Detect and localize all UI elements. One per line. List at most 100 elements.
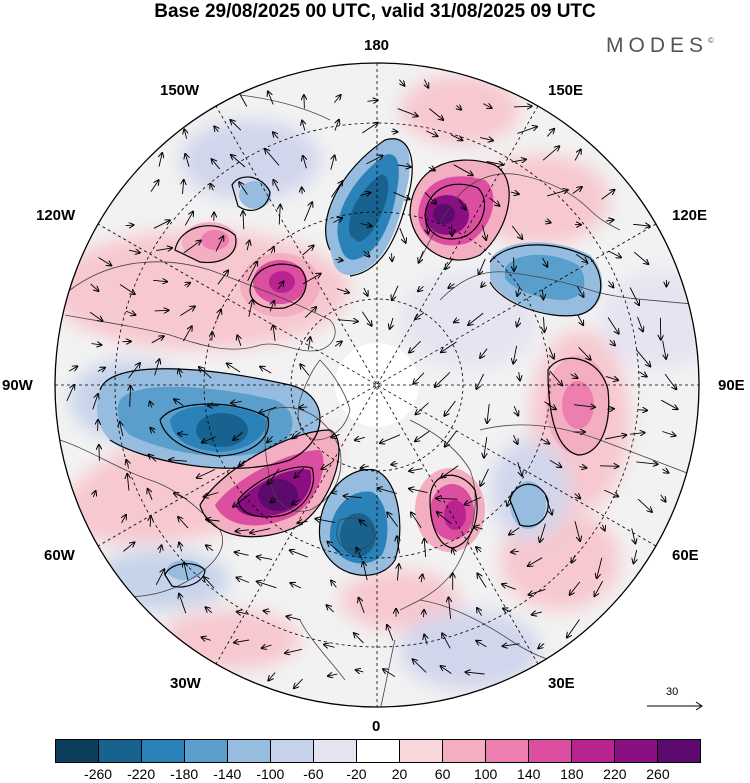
wind-vector-arrow [576, 286, 583, 297]
wind-vector-arrow [334, 342, 342, 347]
wind-vector-arrow [292, 499, 301, 504]
wind-vector-arrow [89, 311, 102, 321]
wind-vector-arrow [334, 95, 340, 103]
wind-vector-arrow [607, 317, 619, 334]
wind-vector-arrow [510, 192, 519, 194]
wind-vector-arrow [202, 436, 216, 443]
wind-vector-arrow [287, 616, 301, 619]
wind-vector-arrow [303, 202, 312, 222]
wind-vector-arrow [511, 225, 522, 239]
wind-vector-arrow [231, 155, 246, 168]
wind-vector-arrow [290, 583, 301, 589]
colorbar-swatch [571, 740, 614, 762]
wind-vector-arrow [454, 320, 459, 323]
wind-vector-arrow [574, 150, 581, 161]
wind-vector-arrow [662, 469, 668, 473]
wind-vector-arrow [180, 306, 195, 316]
wind-vector-arrow [233, 493, 251, 507]
wind-vector-arrow [411, 512, 422, 528]
wind-vector-arrow [380, 434, 401, 443]
wind-vector-arrow [199, 367, 212, 379]
wind-vector-arrow [466, 672, 485, 674]
wind-vector-arrow [436, 498, 458, 499]
wind-vector-arrow [215, 236, 223, 252]
wind-vector-arrow [331, 581, 337, 588]
wind-vector-arrow [549, 370, 563, 386]
vector-scale: 30 [646, 686, 704, 716]
wind-vector-arrow [547, 190, 568, 197]
wind-vector-arrow [517, 286, 520, 296]
colorbar-tick-label: -140 [213, 766, 242, 782]
wind-vector-arrow [233, 432, 243, 441]
wind-vector-arrow [250, 528, 271, 533]
wind-vector-arrow [416, 402, 429, 415]
wind-vector-arrow [259, 406, 277, 413]
wind-vector-arrow [184, 212, 193, 226]
wind-vector-arrow [444, 400, 456, 416]
wind-vector-arrow [294, 678, 303, 688]
wind-vector-arrow [361, 311, 371, 326]
wind-vector-arrow [567, 619, 580, 638]
wind-vector-arrow [453, 164, 473, 176]
vector-scale-label: 30 [666, 686, 679, 698]
wind-vector-arrow [169, 460, 187, 461]
wind-vector-arrow [544, 221, 551, 223]
wind-vector-arrow [637, 498, 652, 512]
wind-vector-arrow [634, 549, 637, 563]
wind-vector-arrow [93, 491, 95, 498]
wind-vector-arrow [502, 584, 516, 590]
colorbar-tick-label: -100 [256, 766, 285, 782]
wind-vector-arrow [183, 326, 191, 342]
wind-vector-arrow [183, 180, 184, 195]
wind-vector-arrow [285, 648, 303, 653]
wind-vector-arrow [90, 283, 99, 291]
wind-vector-arrow [604, 489, 618, 496]
wind-vector-arrow [156, 248, 172, 251]
lon-label-90w: 90W [2, 377, 33, 394]
wind-vector-arrow [197, 469, 216, 478]
wind-vector-arrow [153, 220, 170, 229]
wind-vector-arrow [421, 574, 422, 583]
wind-vector-arrow [236, 530, 250, 532]
wind-vector-arrow [597, 557, 603, 578]
wind-vector-arrow [270, 301, 274, 312]
wind-vector-arrow [359, 598, 365, 614]
wind-vector-arrow [273, 132, 279, 139]
wind-vector-arrow [360, 224, 372, 227]
wind-vector-arrow [268, 468, 280, 484]
wind-vector-arrow [257, 557, 273, 560]
wind-vector-arrow [570, 374, 578, 378]
wind-vector-arrow [302, 246, 314, 256]
wind-vector-arrow [248, 300, 253, 317]
colorbar-swatch [485, 740, 528, 762]
wind-vector-arrow [540, 438, 549, 444]
colorbar-swatch [141, 740, 184, 762]
wind-vector-arrow [335, 120, 339, 131]
wind-vector-arrow [271, 247, 274, 254]
wind-vector-arrow [392, 253, 393, 261]
polar-cap [335, 343, 419, 427]
wind-vector-arrow [503, 644, 520, 647]
wind-vector-arrow [594, 580, 603, 596]
wind-vector-arrow [247, 262, 258, 281]
polar-stereographic-map [54, 62, 700, 708]
wind-vector-arrow [315, 519, 336, 524]
wind-vector-arrow [239, 182, 248, 195]
wind-vector-arrow [445, 430, 458, 447]
wind-vector-arrow [234, 640, 250, 643]
wind-vector-arrow [304, 95, 305, 109]
colorbar-swatch [313, 740, 356, 762]
wind-vector-arrow [360, 193, 370, 196]
wind-vector-arrow [418, 286, 424, 291]
wind-vector-arrow [579, 467, 586, 468]
wind-vector-arrow [127, 474, 129, 491]
colorbar-swatch [657, 740, 700, 762]
wind-vector-arrow [302, 121, 305, 131]
wind-vector-arrow [600, 466, 618, 467]
wind-vector-arrow [150, 428, 155, 433]
wind-vector-arrow [97, 368, 105, 372]
lon-label-60w: 60W [44, 547, 75, 564]
wind-vector-arrow [235, 552, 249, 555]
wind-vector-arrow [479, 258, 486, 274]
wind-vector-arrow [546, 129, 554, 137]
